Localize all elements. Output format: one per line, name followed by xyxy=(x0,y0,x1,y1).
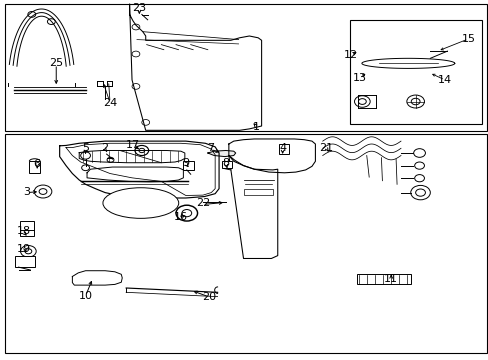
Text: 10: 10 xyxy=(79,291,92,301)
Text: 12: 12 xyxy=(344,50,357,60)
Bar xyxy=(15,256,35,267)
Text: 8: 8 xyxy=(222,158,229,168)
Text: 4: 4 xyxy=(279,143,285,153)
Polygon shape xyxy=(207,150,235,157)
Text: 1: 1 xyxy=(253,122,260,132)
Text: 16: 16 xyxy=(174,212,187,222)
Text: 25: 25 xyxy=(49,58,63,68)
Text: 13: 13 xyxy=(352,73,366,84)
Text: 20: 20 xyxy=(202,292,216,302)
Bar xyxy=(278,144,288,154)
Text: 5: 5 xyxy=(82,143,89,153)
Text: 17: 17 xyxy=(126,140,140,150)
Text: 11: 11 xyxy=(384,274,397,284)
Bar xyxy=(5,4,486,131)
Bar xyxy=(5,134,486,353)
Bar xyxy=(222,161,232,168)
Text: 2: 2 xyxy=(102,143,108,153)
Bar xyxy=(349,20,481,124)
Bar xyxy=(29,161,40,173)
Text: 23: 23 xyxy=(132,3,146,13)
Ellipse shape xyxy=(102,188,179,218)
Text: 24: 24 xyxy=(102,98,117,108)
Text: 21: 21 xyxy=(319,143,333,153)
Text: 6: 6 xyxy=(34,159,41,169)
Text: 18: 18 xyxy=(17,226,30,236)
Text: 19: 19 xyxy=(17,244,30,254)
Bar xyxy=(243,189,272,195)
Text: 7: 7 xyxy=(206,143,213,153)
Text: 14: 14 xyxy=(437,75,451,85)
Bar xyxy=(356,274,410,284)
Bar xyxy=(20,221,34,236)
Bar xyxy=(183,161,194,170)
Text: 15: 15 xyxy=(461,34,474,44)
Text: 22: 22 xyxy=(195,198,210,208)
Text: 3: 3 xyxy=(23,186,30,197)
Text: 9: 9 xyxy=(182,158,189,168)
